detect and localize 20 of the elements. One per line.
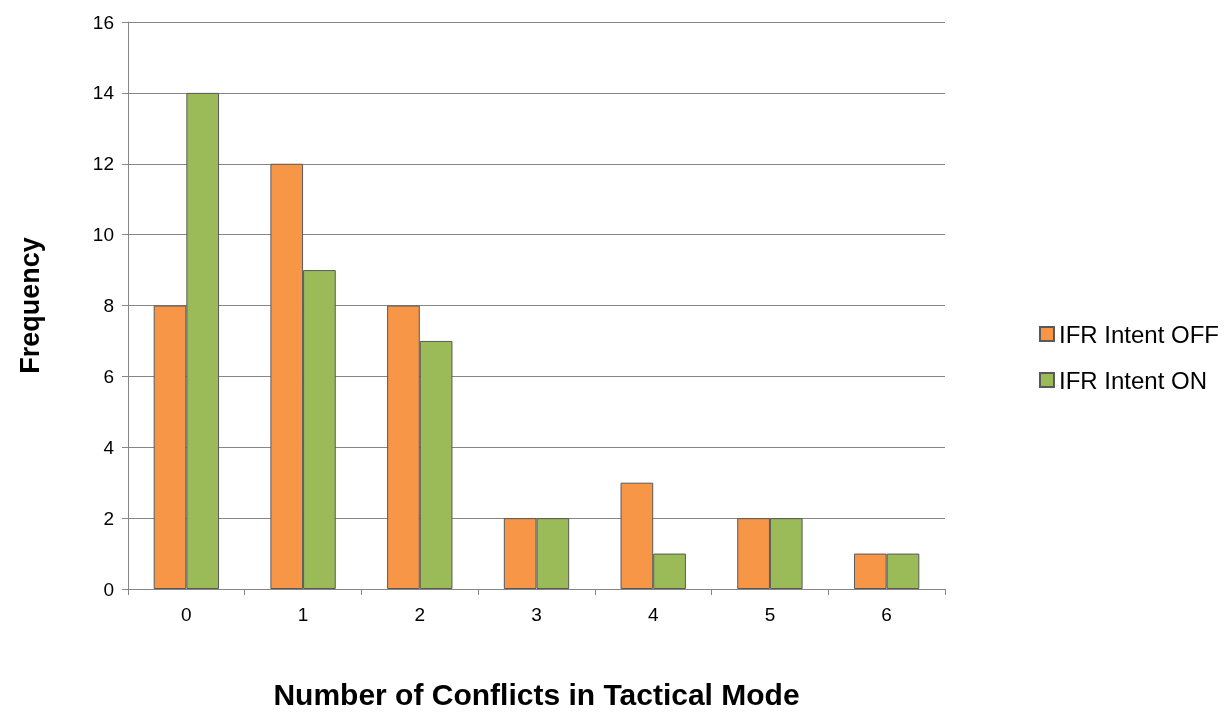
x-tick-label: 2 <box>414 604 426 625</box>
y-axis-title: Frequency <box>14 237 45 374</box>
x-axis-title: Number of Conflicts in Tactical Mode <box>273 677 800 711</box>
y-tick-label: 2 <box>103 507 114 529</box>
y-tick-label: 10 <box>92 224 114 246</box>
x-tick-label: 0 <box>181 604 192 625</box>
y-tick-label: 4 <box>103 436 115 458</box>
x-tick-label: 5 <box>764 604 776 625</box>
y-tick-label: 12 <box>92 153 114 175</box>
legend-label: IFR Intent OFF <box>1058 320 1219 348</box>
y-tick-label: 8 <box>103 295 114 316</box>
x-tick-label: 4 <box>647 604 659 625</box>
x-tick-label: 6 <box>881 604 892 625</box>
legend-label: IFR Intent ON <box>1058 366 1208 394</box>
y-tick-label: 16 <box>92 11 114 33</box>
x-tick-label: 1 <box>297 604 309 625</box>
y-tick-label: 0 <box>103 578 114 600</box>
y-tick-label: 14 <box>92 82 115 104</box>
x-tick-label: 3 <box>531 604 542 625</box>
y-tick-label: 6 <box>103 365 114 387</box>
